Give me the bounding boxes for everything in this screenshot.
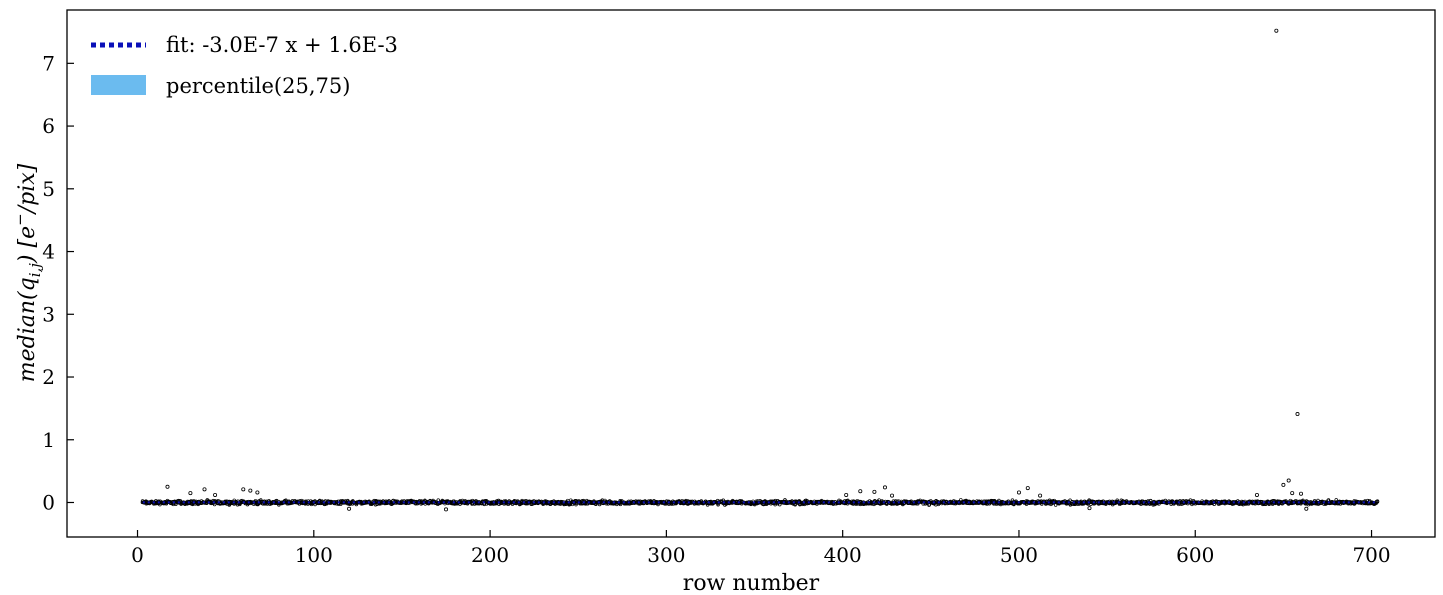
- scatter-point-outlier: [1295, 412, 1300, 417]
- scatter-point: [374, 499, 379, 503]
- x-tick-label: 100: [295, 543, 333, 567]
- scatter-point: [255, 502, 259, 507]
- scatter-point-outlier: [1304, 506, 1309, 511]
- scatter-point: [1334, 498, 1338, 502]
- scatter-point-outlier: [1016, 490, 1021, 495]
- scatter-point: [1044, 499, 1049, 504]
- scatter-point-outlier: [1025, 486, 1030, 491]
- scatter-point: [770, 499, 775, 504]
- y-tick-label: 3: [42, 302, 55, 326]
- legend-percentile-swatch: [91, 75, 146, 95]
- scatter-point: [574, 502, 578, 507]
- scatter-point: [334, 502, 339, 506]
- scatter-point: [1115, 498, 1119, 503]
- scatter-point: [195, 501, 199, 506]
- scatter-point-outlier: [872, 489, 877, 494]
- x-tick-label: 300: [647, 543, 685, 567]
- scatter-point: [324, 501, 328, 506]
- scatter-point-outlier: [858, 489, 863, 494]
- scatter-point: [185, 502, 189, 506]
- scatter-point: [979, 501, 984, 505]
- x-tick-label: 600: [1176, 543, 1214, 567]
- scatter-point-outlier: [347, 506, 352, 511]
- scatter-point: [1110, 499, 1115, 504]
- legend-fit-label: fit: -3.0E-7 x + 1.6E-3: [166, 33, 398, 57]
- scatter-point-outlier: [241, 487, 246, 492]
- y-tick-label: 7: [42, 51, 55, 75]
- scatter-point-outlier: [202, 487, 207, 492]
- scatter-point-outlier: [188, 491, 193, 496]
- scatter-point-outlier: [1290, 491, 1295, 496]
- scatter-point-outlier: [1299, 491, 1304, 496]
- scatter-point-outlier: [1281, 482, 1286, 487]
- scatter-point-outlier: [444, 507, 449, 512]
- y-tick-label: 1: [42, 428, 55, 452]
- x-axis-label: row number: [683, 571, 820, 595]
- x-tick-label: 500: [1000, 543, 1038, 567]
- scatter-point-outlier: [1286, 478, 1291, 483]
- scatter-point-outlier: [844, 492, 849, 497]
- x-tick-label: 700: [1352, 543, 1390, 567]
- scatter-point: [854, 502, 858, 506]
- y-tick-label: 2: [42, 365, 55, 389]
- x-tick-label: 200: [471, 543, 509, 567]
- scatter-point-outlier: [255, 490, 260, 495]
- y-tick-label: 6: [42, 114, 55, 138]
- y-tick-label: 5: [42, 177, 55, 201]
- scatter-point: [618, 499, 622, 503]
- legend-percentile-label: percentile(25,75): [166, 74, 350, 98]
- scatter-point-outlier: [213, 492, 218, 497]
- scatter-point: [578, 501, 582, 506]
- x-tick-label: 0: [131, 543, 144, 567]
- scatter-point-outlier: [1087, 506, 1092, 511]
- scatter-point-outlier: [890, 493, 895, 498]
- plot-frame: [66, 9, 1436, 538]
- scatter-point-outlier: [248, 488, 253, 493]
- y-tick-label: 4: [42, 240, 55, 264]
- scatter-point-outlier: [165, 484, 170, 489]
- scatter-point: [1375, 499, 1380, 503]
- x-tick-label: 400: [824, 543, 862, 567]
- scatter-point: [738, 499, 742, 503]
- scatter-point: [833, 501, 838, 506]
- legend: fit: -3.0E-7 x + 1.6E-3 percentile(25,75…: [91, 33, 398, 98]
- y-axis-ticks: 0 1 2 3 4 5 6 7: [42, 51, 74, 514]
- scatter-point: [618, 502, 623, 507]
- x-axis-ticks: 0 100 200 300 400 500 600 700: [131, 530, 1391, 567]
- y-axis-label: median(qi,j) [e−/pix]: [11, 163, 44, 382]
- scatter-point-outlier: [1274, 28, 1279, 33]
- scatter-point-outlier: [1038, 493, 1043, 498]
- scatter-point: [484, 499, 489, 503]
- scatter-points-layer: [140, 28, 1380, 512]
- scatter-point-outlier: [1254, 492, 1259, 497]
- scatter-point-outlier: [882, 485, 887, 490]
- y-tick-label: 0: [42, 490, 55, 514]
